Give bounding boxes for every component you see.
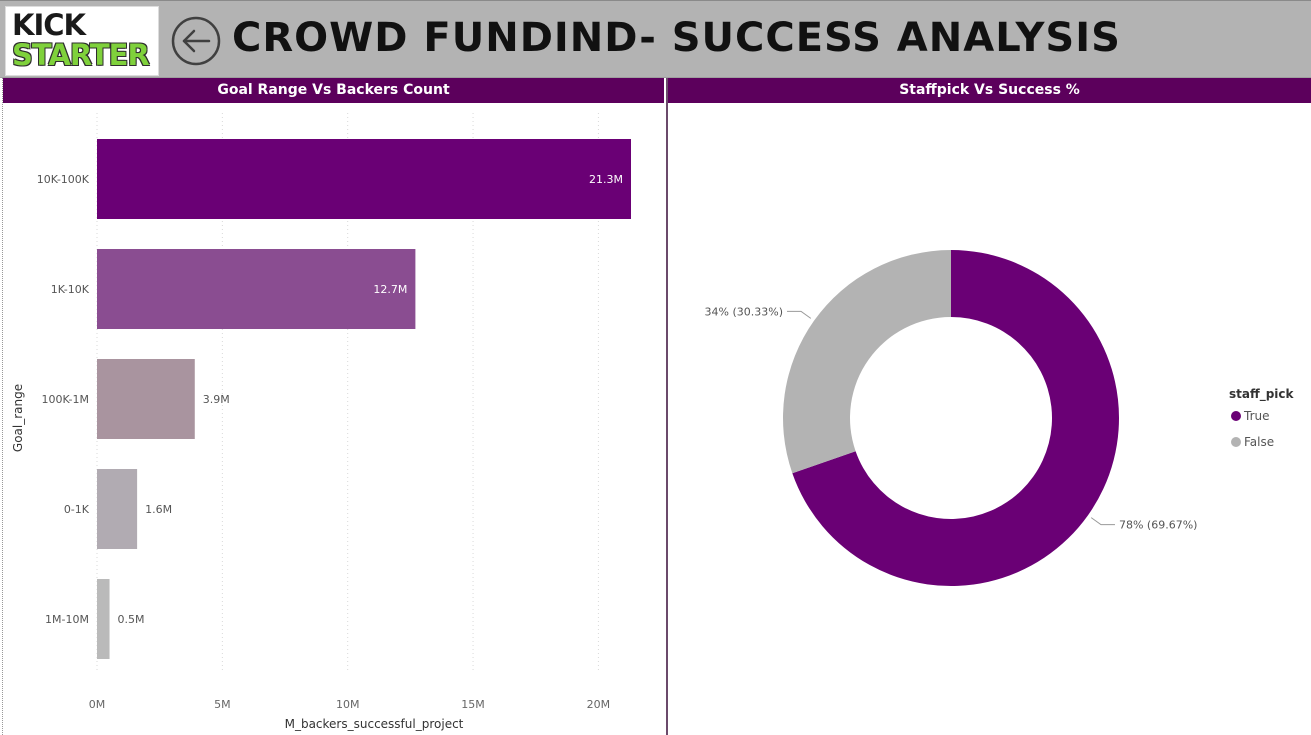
logo-line-2: STARTER (12, 38, 150, 72)
bar-value-label: 21.3M (589, 173, 623, 186)
x-axis-label: M_backers_successful_project (285, 717, 464, 731)
legend-label-false[interactable]: False (1244, 435, 1274, 449)
chart-legend: staff_pick True False (1229, 387, 1295, 449)
slice-leader-line (787, 310, 812, 319)
donut-slice-false[interactable] (783, 250, 951, 474)
goal-range-chart-title: Goal Range Vs Backers Count (3, 78, 664, 103)
category-label: 10K-100K (37, 173, 90, 186)
staffpick-panel: Staffpick Vs Success % staff_pick True F… (666, 78, 1311, 735)
x-tick-label: 5M (214, 698, 231, 711)
bar-value-label: 1.6M (145, 503, 172, 516)
goal-range-bar-chart: Goal_range M_backers_successful_project … (11, 113, 631, 731)
bar-value-label: 12.7M (373, 283, 407, 296)
x-tick-label: 10M (336, 698, 360, 711)
page-title: CROWD FUNDIND- SUCCESS ANALYSIS (232, 15, 1121, 61)
x-tick-label: 15M (461, 698, 485, 711)
kickstarter-logo: KICK STARTER (5, 6, 159, 76)
header-banner: KICK STARTER CROWD FUNDIND- SUCCESS ANAL… (0, 0, 1311, 78)
y-axis-label: Goal_range (11, 384, 25, 452)
slice-data-label: 34% (30.33%) (705, 305, 783, 318)
back-arrow-icon[interactable] (170, 15, 222, 67)
category-label: 1K-10K (51, 283, 90, 296)
x-tick-label: 0M (89, 698, 106, 711)
donut-slice-true[interactable] (792, 250, 1119, 586)
bar-1M-10M[interactable] (97, 579, 110, 659)
legend-swatch-false (1231, 437, 1241, 447)
slice-leader-line (1090, 517, 1115, 526)
bar-1K-10K[interactable] (97, 249, 416, 329)
category-label: 100K-1M (41, 393, 89, 406)
category-label: 0-1K (64, 503, 90, 516)
staffpick-donut-chart: staff_pick True False 78% (69.67%) 34% (3… (705, 250, 1295, 586)
logo-line-1: KICK (12, 8, 86, 42)
legend-label-true[interactable]: True (1243, 409, 1270, 423)
bar-100K-1M[interactable] (97, 359, 195, 439)
legend-title: staff_pick (1229, 387, 1295, 402)
bar-value-label: 3.9M (203, 393, 230, 406)
slice-data-label: 78% (69.67%) (1119, 519, 1197, 532)
legend-swatch-true (1231, 411, 1241, 421)
bar-10K-100K[interactable] (97, 139, 631, 219)
category-label: 1M-10M (45, 613, 89, 626)
x-tick-label: 20M (587, 698, 611, 711)
staffpick-chart-title: Staffpick Vs Success % (668, 78, 1311, 103)
bar-value-label: 0.5M (118, 613, 145, 626)
bar-0-1K[interactable] (97, 469, 138, 549)
goal-range-panel: Goal Range Vs Backers Count Goal_range M… (2, 78, 664, 735)
